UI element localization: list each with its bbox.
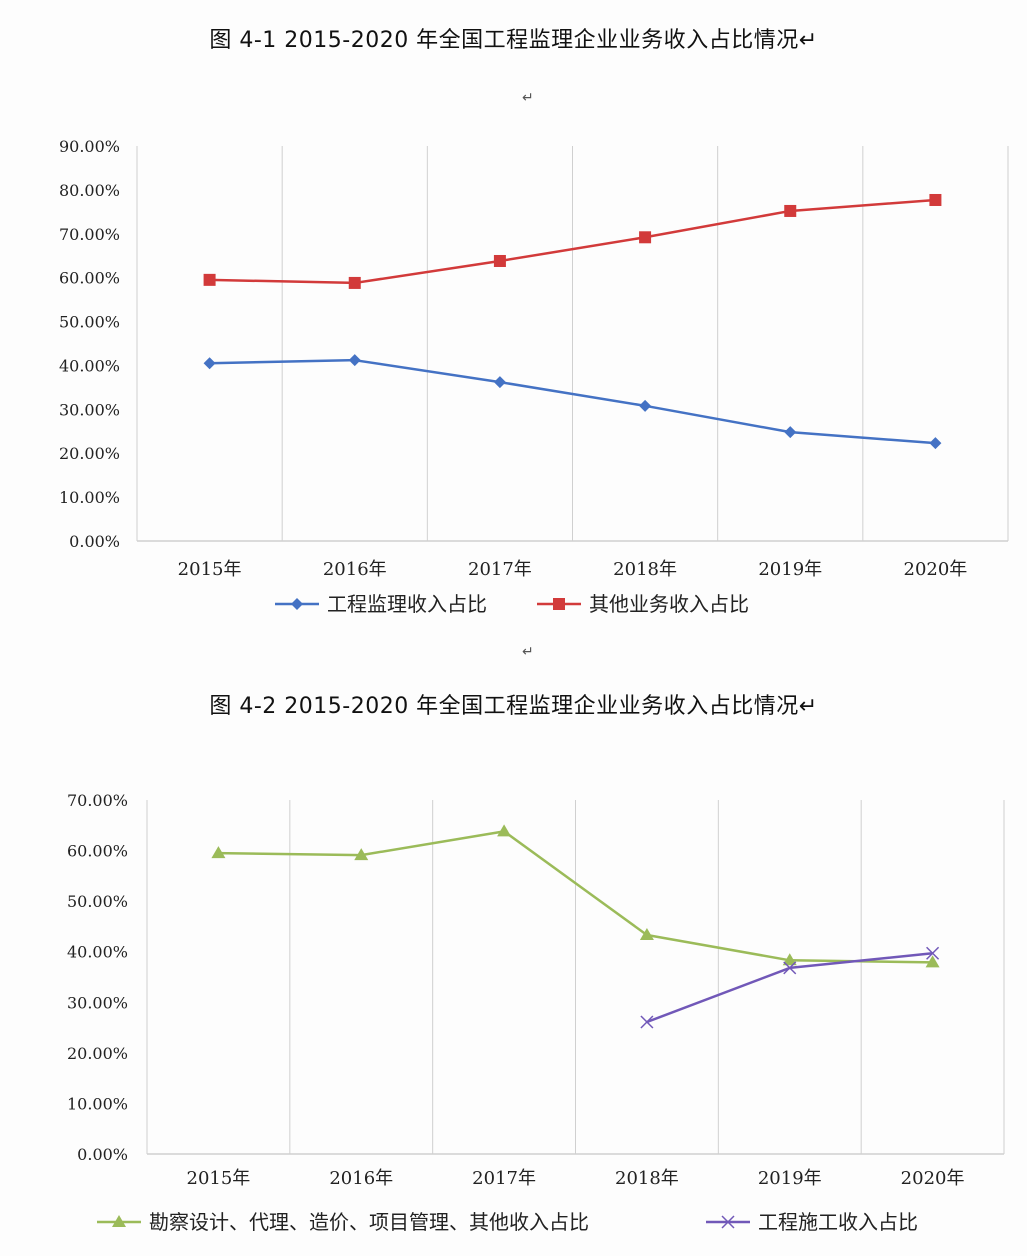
data-point-marker: [929, 193, 942, 206]
x-tick-label: 2020年: [901, 1168, 965, 1189]
y-tick-label: 30.00%: [59, 400, 120, 419]
x-tick-label: 2019年: [758, 559, 822, 580]
y-tick-label: 40.00%: [59, 356, 120, 375]
data-point-marker: [784, 204, 797, 217]
x-tick-label: 2020年: [904, 559, 968, 580]
data-point-marker: [493, 376, 506, 389]
data-point-marker: [926, 946, 940, 960]
legend-label: 勘察设计、代理、造价、项目管理、其他收入占比: [149, 1210, 589, 1234]
data-point-marker: [784, 426, 797, 439]
y-tick-label: 0.00%: [69, 532, 120, 551]
y-tick-label: 80.00%: [59, 181, 120, 200]
legend-label: 工程施工收入占比: [758, 1210, 918, 1234]
data-point-marker: [348, 276, 361, 289]
x-tick-label: 2017年: [472, 1168, 536, 1189]
data-point-marker: [211, 846, 226, 859]
figure2-caption: 图 4-2 2015-2020 年全国工程监理企业业务收入占比情况↵: [209, 694, 818, 719]
y-tick-label: 70.00%: [59, 225, 120, 244]
y-tick-label: 0.00%: [77, 1145, 128, 1164]
x-tick-label: 2016年: [323, 559, 387, 580]
legend-label: 工程监理收入占比: [327, 592, 487, 616]
y-tick-label: 10.00%: [67, 1094, 128, 1113]
data-point-marker: [493, 254, 506, 267]
y-tick-label: 70.00%: [67, 791, 128, 810]
figure1-caption: 图 4-1 2015-2020 年全国工程监理企业业务收入占比情况↵: [209, 28, 818, 53]
data-point-marker: [783, 961, 797, 975]
paragraph-mark: ↵: [522, 90, 534, 106]
legend-marker-icon: [721, 1215, 735, 1229]
data-point-marker: [639, 928, 654, 941]
data-point-marker: [640, 1015, 654, 1029]
x-tick-label: 2017年: [468, 559, 532, 580]
data-point-marker: [348, 354, 361, 367]
x-tick-label: 2019年: [758, 1168, 822, 1189]
data-point-marker: [203, 273, 216, 286]
y-tick-label: 60.00%: [59, 269, 120, 288]
data-point-marker: [639, 231, 652, 244]
y-tick-label: 60.00%: [67, 842, 128, 861]
y-tick-label: 20.00%: [67, 1044, 128, 1063]
x-tick-label: 2018年: [615, 1168, 679, 1189]
data-point-marker: [639, 399, 652, 412]
series-line: [218, 830, 933, 964]
data-point-marker: [497, 824, 512, 837]
y-tick-label: 20.00%: [59, 444, 120, 463]
legend-marker-icon: [291, 598, 303, 610]
series-line: [209, 198, 936, 285]
x-tick-label: 2018年: [613, 559, 677, 580]
y-tick-label: 50.00%: [67, 892, 128, 911]
y-tick-label: 50.00%: [59, 313, 120, 332]
data-point-marker: [925, 955, 940, 968]
x-tick-label: 2016年: [329, 1168, 393, 1189]
data-point-marker: [203, 357, 216, 370]
data-point-marker: [782, 953, 797, 966]
paragraph-mark: ↵: [522, 644, 534, 660]
y-tick-label: 30.00%: [67, 993, 128, 1012]
legend-marker-icon: [553, 598, 565, 610]
data-point-marker: [354, 848, 369, 861]
x-tick-label: 2015年: [178, 559, 242, 580]
data-point-marker: [929, 437, 942, 450]
x-tick-label: 2015年: [187, 1168, 251, 1189]
legend-marker-icon: [112, 1215, 126, 1227]
y-tick-label: 90.00%: [59, 137, 120, 156]
figure1-line-chart: 90.00% 80.00% 70.00% 60.00% 50.00% 40.00% 30.0…: [59, 137, 1009, 616]
series-line: [209, 358, 936, 445]
y-tick-label: 40.00%: [67, 943, 128, 962]
legend-label: 其他业务收入占比: [589, 592, 749, 616]
y-tick-label: 10.00%: [59, 488, 120, 507]
